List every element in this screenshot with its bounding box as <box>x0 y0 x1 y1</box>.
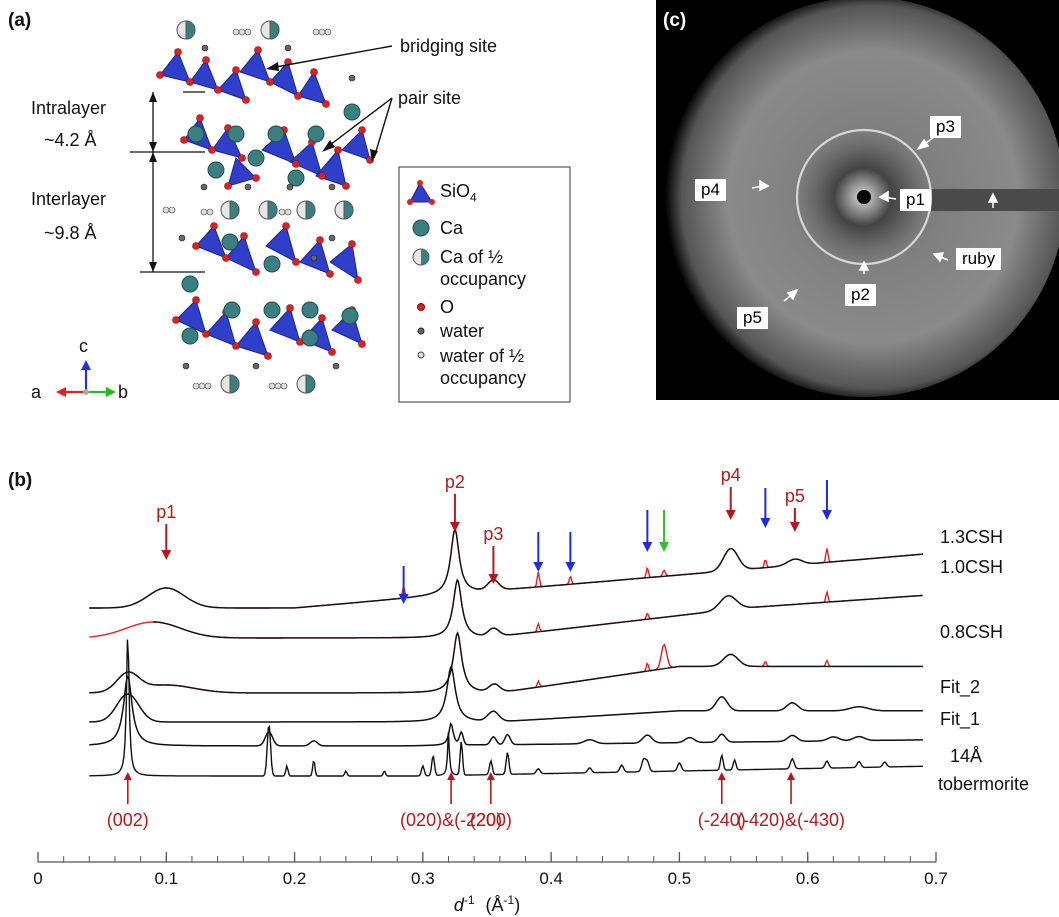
peak-label-p3: p3 <box>483 524 503 544</box>
x-tick-label: 0.7 <box>924 869 948 888</box>
interlayer-value: ~9.8 Å <box>44 223 97 243</box>
reflection-arrowhead <box>717 772 726 780</box>
series-label: Fit_2 <box>940 677 980 698</box>
reflection-label: (002) <box>107 810 149 830</box>
legend-water-half: water of ½ occupancy <box>440 346 527 388</box>
peak-arrowhead <box>789 522 800 532</box>
peak-label-p5: p5 <box>785 486 805 506</box>
xray-diffraction-image <box>656 0 1059 400</box>
crystal-structure-diagram <box>56 20 571 403</box>
x-tick-label: 0.5 <box>668 869 692 888</box>
interlayer-label: Interlayer <box>31 189 107 209</box>
axis-a-label: a <box>31 382 42 402</box>
x-tick-label: 0.3 <box>411 869 435 888</box>
legend-o: O <box>440 297 455 317</box>
xray-p5-box: p5 <box>737 307 768 329</box>
series-fit1 <box>89 674 923 747</box>
x-tick-label: 0.6 <box>796 869 820 888</box>
peak-label-p4: p4 <box>721 465 741 485</box>
blue-arrowhead <box>398 594 409 604</box>
series-label: Fit_1 <box>940 709 980 730</box>
x-tick-label: 0.2 <box>283 869 307 888</box>
reflection-arrowhead <box>447 772 456 780</box>
xray-p2-box: p2 <box>845 284 876 306</box>
series-label: 1.0CSH <box>940 557 1003 577</box>
axis-b-label: b <box>118 382 129 402</box>
diffraction-chart: 1.3CSH 1.0CSH 0.8CSH Fit_2 Fit_1 14Å tobermori… <box>33 465 1029 915</box>
peak-arrowhead <box>725 510 736 520</box>
blue-arrowhead <box>533 562 544 572</box>
series-1.0csh-fit <box>153 579 923 639</box>
reflection-arrowhead <box>486 772 495 780</box>
peak-arrowhead <box>161 550 172 560</box>
green-arrowhead <box>659 542 670 552</box>
xray-arrows <box>751 136 999 302</box>
reflection-label: (-420)&(-430) <box>737 810 845 830</box>
peak-arrowhead <box>449 522 460 532</box>
reflection-label: (-240) <box>698 810 746 830</box>
series-fit2 <box>89 665 923 723</box>
blue-arrowhead <box>821 510 832 520</box>
blue-arrowhead <box>565 562 576 572</box>
series-1.3csh-data <box>89 528 923 609</box>
peak-label-p1: p1 <box>156 502 176 522</box>
x-tick-label: 0 <box>33 869 42 888</box>
series-1.3csh-fit <box>89 528 923 609</box>
series-label: 14Å <box>950 746 982 766</box>
reflection-arrowhead <box>123 772 132 780</box>
legend-sio4: SiO4 <box>440 181 477 205</box>
xray-ruby-box: ruby <box>956 248 1002 270</box>
peak-arrowhead <box>488 574 499 584</box>
axis-c-label: c <box>79 336 88 356</box>
x-axis-label: d-1 (Å-1) <box>454 893 520 915</box>
x-tick-label: 0.1 <box>154 869 178 888</box>
series-label: tobermorite <box>938 774 1029 794</box>
reflection-label: (200) <box>470 810 512 830</box>
blue-arrowhead <box>760 518 771 528</box>
series-label: 0.8CSH <box>940 622 1003 642</box>
blue-arrowhead <box>642 542 653 552</box>
bridging-site-label: bridging site <box>400 36 498 56</box>
peak-label-p2: p2 <box>445 472 465 492</box>
panel-a-label: (a) <box>8 10 32 31</box>
series-0.8csh-fit <box>89 631 923 694</box>
reflection-label: (020)&(-220) <box>400 810 502 830</box>
series-0.8csh-data <box>89 631 923 694</box>
x-tick-label: 0.4 <box>539 869 563 888</box>
legend-water: water <box>440 321 485 341</box>
intralayer-value: ~4.2 Å <box>44 130 97 150</box>
intralayer-label: Intralayer <box>31 98 107 118</box>
xray-p4-box: p4 <box>695 179 726 201</box>
xray-p1-box: p1 <box>900 189 931 211</box>
xray-p3-box: p3 <box>930 116 961 138</box>
panel-b-label: (b) <box>8 470 33 491</box>
series-tobermorite <box>89 639 923 777</box>
pair-site-label: pair site <box>398 88 462 108</box>
panel-c-label: (c) <box>663 10 687 31</box>
reflection-arrowhead <box>787 772 796 780</box>
legend-ca: Ca <box>440 218 464 238</box>
series-label: 1.3CSH <box>940 527 1003 547</box>
legend-ca-half: Ca of ½ occupancy <box>440 247 527 289</box>
